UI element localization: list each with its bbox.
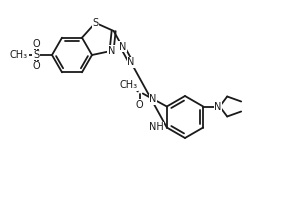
Text: N: N — [108, 46, 115, 56]
Text: NH: NH — [149, 122, 164, 133]
Text: CH₃: CH₃ — [120, 80, 138, 91]
Text: S: S — [33, 50, 39, 60]
Text: CH₃: CH₃ — [10, 50, 28, 60]
Text: O: O — [32, 39, 40, 49]
Text: N: N — [119, 42, 126, 52]
Text: N: N — [149, 94, 157, 105]
Text: S: S — [92, 18, 98, 28]
Text: O: O — [32, 61, 40, 71]
Text: N: N — [127, 58, 135, 67]
Text: N: N — [215, 101, 222, 112]
Text: O: O — [135, 100, 143, 109]
